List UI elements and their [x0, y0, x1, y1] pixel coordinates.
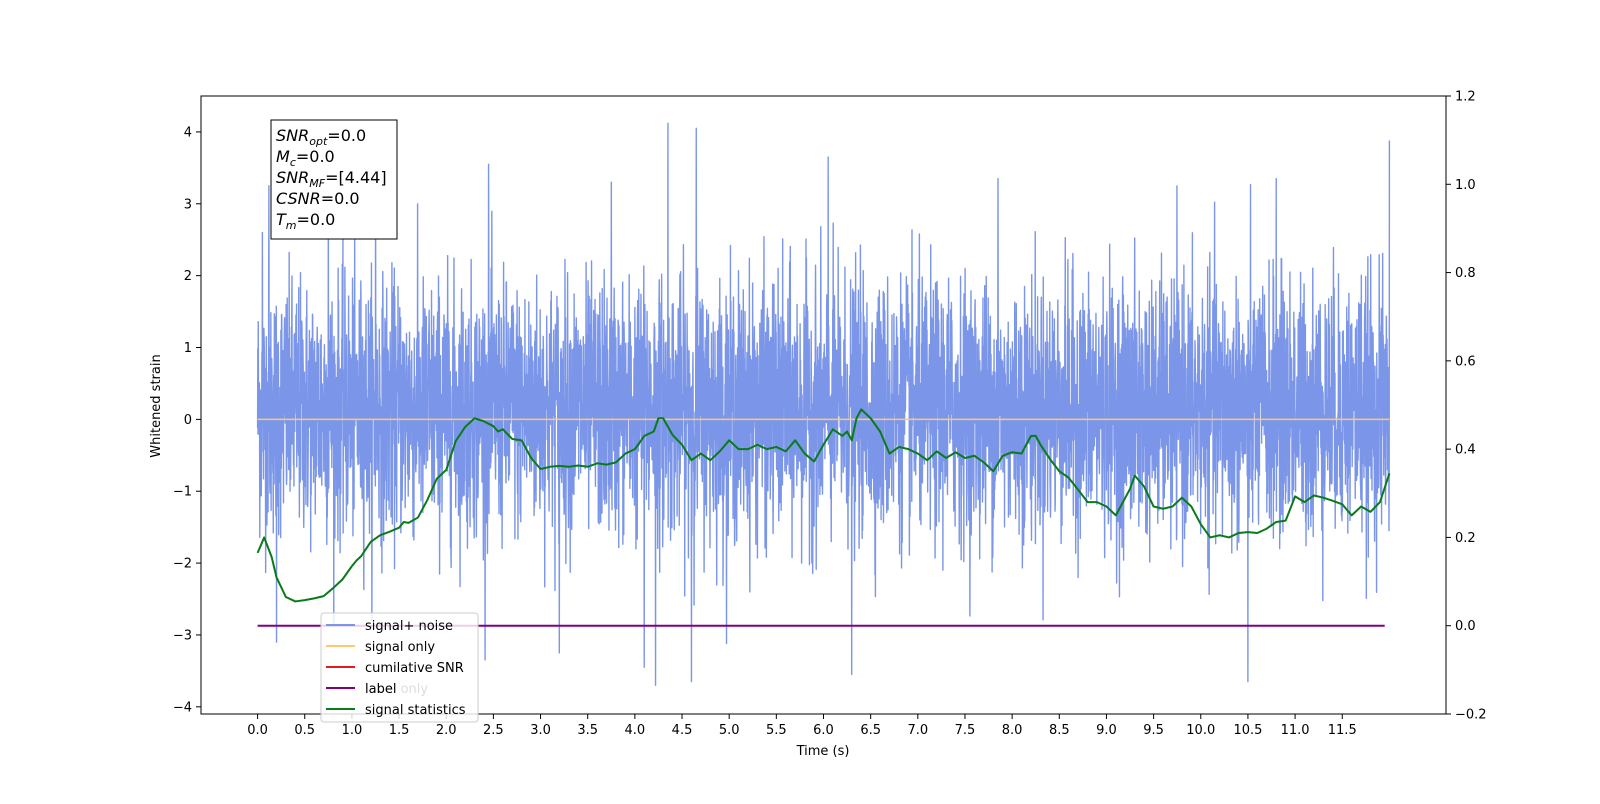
- legend: label only signal+ noise signal only cumila…: [320, 612, 479, 723]
- series-signal-noise-line: [256, 122, 1391, 686]
- stats-box-line: CSNR=0.0: [276, 189, 360, 208]
- x-tick-label: 4.5: [672, 723, 693, 738]
- y-tick-label: −1: [173, 485, 192, 500]
- x-tick-label: 7.0: [907, 723, 928, 738]
- y2-tick-label: 0.0: [1455, 619, 1476, 634]
- x-tick-label: 11.0: [1281, 723, 1310, 738]
- y-tick-label: 0: [184, 413, 192, 428]
- legend-ghost-text: label only: [365, 682, 428, 697]
- x-tick-label: 1.0: [342, 723, 363, 738]
- y-tick-label: 1: [184, 341, 192, 356]
- x-tick-label: 6.0: [813, 723, 834, 738]
- x-tick-label: 5.5: [766, 723, 787, 738]
- series-signal-statistics-line: [256, 408, 1391, 603]
- x-tick-label: 3.0: [530, 723, 551, 738]
- y-tick-label: −2: [173, 557, 192, 572]
- x-tick-label: 5.0: [719, 723, 740, 738]
- y2-tick-label: 1.2: [1455, 90, 1476, 105]
- x-tick-label: 4.0: [625, 723, 646, 738]
- legend-label: signal+ noise: [365, 619, 453, 634]
- legend-label: cumilative SNR: [365, 661, 464, 676]
- x-tick-label: 2.5: [483, 723, 504, 738]
- x-tick-label: 0.5: [294, 723, 315, 738]
- y-tick-label: −4: [173, 700, 192, 715]
- y-tick-label: 4: [184, 125, 192, 140]
- x-tick-label: 1.5: [389, 723, 410, 738]
- stats-box-line: SNRMF=[4.44]: [276, 168, 387, 190]
- x-tick-label: 10.0: [1186, 723, 1215, 738]
- x-tick-label: 8.5: [1049, 723, 1070, 738]
- stats-box-line: SNRopt=0.0: [276, 126, 366, 148]
- y2-tick-label: 0.6: [1455, 354, 1476, 369]
- x-tick-label: 3.5: [577, 723, 598, 738]
- x-tick-label: 2.0: [436, 723, 457, 738]
- stats-box-line: Tm=0.0: [276, 210, 335, 232]
- x-tick-label: 9.5: [1143, 723, 1164, 738]
- x-tick-label: 0.0: [247, 723, 268, 738]
- y2-tick-label: 0.8: [1455, 266, 1476, 281]
- x-tick-label: 6.5: [860, 723, 881, 738]
- y-tick-label: 2: [184, 269, 192, 284]
- y-axis-label: Whitened strain: [149, 354, 164, 457]
- x-axis-label: Time (s): [796, 744, 850, 759]
- y-tick-label: 3: [184, 197, 192, 212]
- stats-box-line: Mc=0.0: [276, 147, 335, 169]
- y-tick-label: −3: [173, 628, 192, 643]
- stats-box-frame: [270, 119, 398, 240]
- x-tick-label: 10.5: [1233, 723, 1262, 738]
- legend-label: signal statistics: [365, 703, 466, 718]
- x-tick-label: 8.0: [1002, 723, 1023, 738]
- x-tick-label: 7.5: [955, 723, 976, 738]
- legend-label: label: [365, 682, 396, 697]
- legend-label: signal only: [365, 640, 435, 655]
- y2-tick-label: 0.4: [1455, 443, 1476, 458]
- legend-frame: [320, 612, 479, 723]
- y2-tick-label: −0.2: [1455, 708, 1487, 723]
- x-tick-label: 11.5: [1328, 723, 1357, 738]
- y2-tick-label: 0.2: [1455, 531, 1476, 546]
- y2-tick-label: 1.0: [1455, 178, 1476, 193]
- x-tick-label: 9.0: [1096, 723, 1117, 738]
